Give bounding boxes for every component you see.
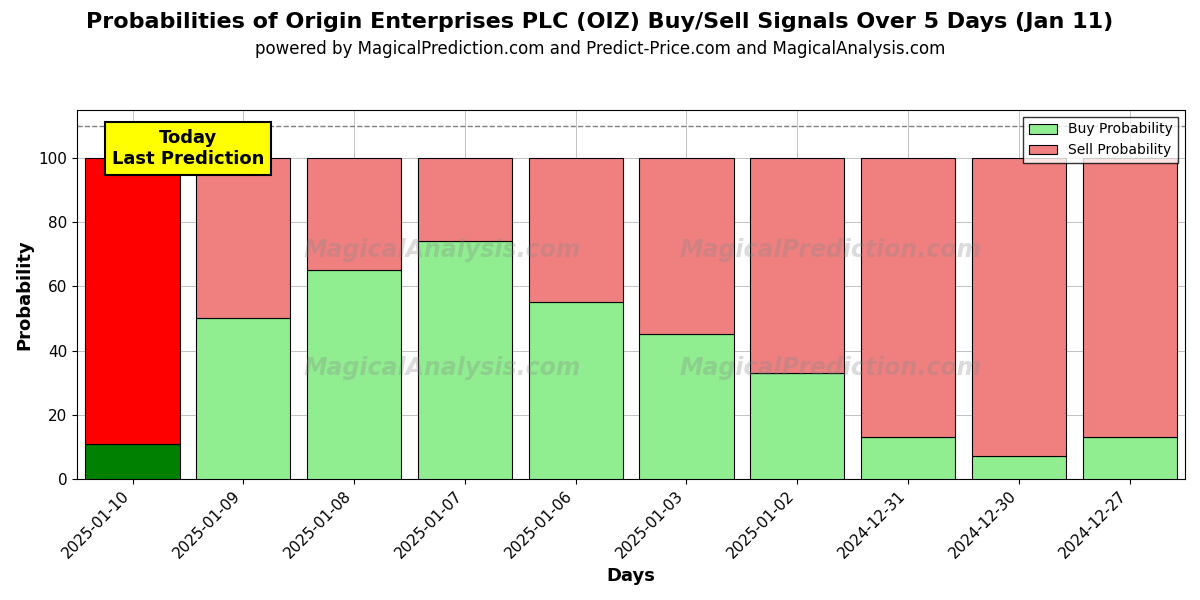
Text: powered by MagicalPrediction.com and Predict-Price.com and MagicalAnalysis.com: powered by MagicalPrediction.com and Pre… — [254, 40, 946, 58]
X-axis label: Days: Days — [607, 567, 655, 585]
Text: MagicalPrediction.com: MagicalPrediction.com — [679, 356, 982, 380]
Bar — [640, 158, 733, 334]
Bar — [972, 457, 1066, 479]
Bar — [197, 158, 290, 319]
Text: Today
Last Prediction: Today Last Prediction — [112, 129, 264, 168]
Bar — [85, 158, 180, 443]
Text: MagicalAnalysis.com: MagicalAnalysis.com — [304, 238, 582, 262]
Text: Probabilities of Origin Enterprises PLC (OIZ) Buy/Sell Signals Over 5 Days (Jan : Probabilities of Origin Enterprises PLC … — [86, 12, 1114, 32]
Bar — [1082, 158, 1177, 437]
Legend: Buy Probability, Sell Probability: Buy Probability, Sell Probability — [1024, 117, 1178, 163]
Bar — [972, 158, 1066, 457]
Text: MagicalPrediction.com: MagicalPrediction.com — [679, 238, 982, 262]
Text: MagicalAnalysis.com: MagicalAnalysis.com — [304, 356, 582, 380]
Bar — [1082, 437, 1177, 479]
Bar — [418, 241, 512, 479]
Bar — [418, 158, 512, 241]
Bar — [529, 158, 623, 302]
Bar — [750, 158, 845, 373]
Bar — [860, 158, 955, 437]
Bar — [307, 158, 401, 271]
Bar — [307, 271, 401, 479]
Bar — [529, 302, 623, 479]
Bar — [197, 319, 290, 479]
Bar — [860, 437, 955, 479]
Bar — [640, 334, 733, 479]
Bar — [750, 373, 845, 479]
Y-axis label: Probability: Probability — [14, 239, 32, 350]
Bar — [85, 443, 180, 479]
